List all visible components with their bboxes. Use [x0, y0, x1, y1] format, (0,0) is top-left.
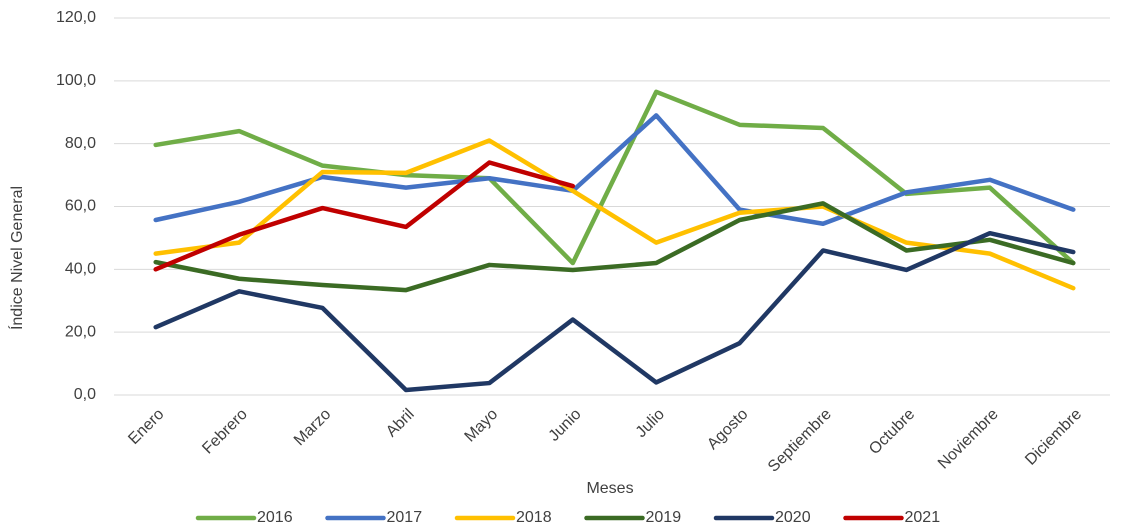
x-tick-label: Julio	[633, 406, 668, 441]
x-tick-label: Junio	[546, 406, 585, 445]
series-line	[153, 230, 1076, 393]
x-tick-label: Abril	[383, 406, 418, 441]
x-tick-label: Septiembre	[765, 406, 835, 476]
x-tick-label: Mayo	[462, 406, 502, 446]
x-tick-label: Febrero	[199, 406, 251, 458]
legend-label: 2020	[775, 509, 811, 526]
x-tick-label: Noviembre	[935, 406, 1002, 473]
y-tick-label: 0,0	[74, 386, 96, 403]
series-line	[153, 138, 1076, 291]
y-tick-label: 80,0	[65, 135, 96, 152]
x-axis-title: Meses	[586, 480, 633, 497]
y-axis-title: Índice Nivel General	[7, 186, 26, 330]
x-tick-label: Agosto	[704, 406, 751, 453]
legend-label: 2016	[257, 509, 293, 526]
y-tick-label: 100,0	[56, 72, 96, 89]
series-line	[153, 113, 1076, 227]
x-tick-label: Marzo	[291, 406, 335, 450]
y-tick-label: 60,0	[65, 198, 96, 215]
y-tick-label: 40,0	[65, 261, 96, 278]
legend-label: 2017	[387, 509, 423, 526]
legend-label: 2019	[646, 509, 682, 526]
x-tick-label: Octubre	[866, 406, 918, 458]
y-tick-label: 120,0	[56, 9, 96, 26]
legend-label: 2018	[516, 509, 552, 526]
series-line	[153, 89, 1076, 266]
series-line	[153, 201, 1076, 293]
legend-label: 2021	[905, 509, 941, 526]
x-tick-label: Diciembre	[1022, 406, 1085, 469]
x-tick-label: Enero	[125, 406, 167, 448]
y-tick-label: 20,0	[65, 323, 96, 340]
series-line	[153, 160, 576, 272]
